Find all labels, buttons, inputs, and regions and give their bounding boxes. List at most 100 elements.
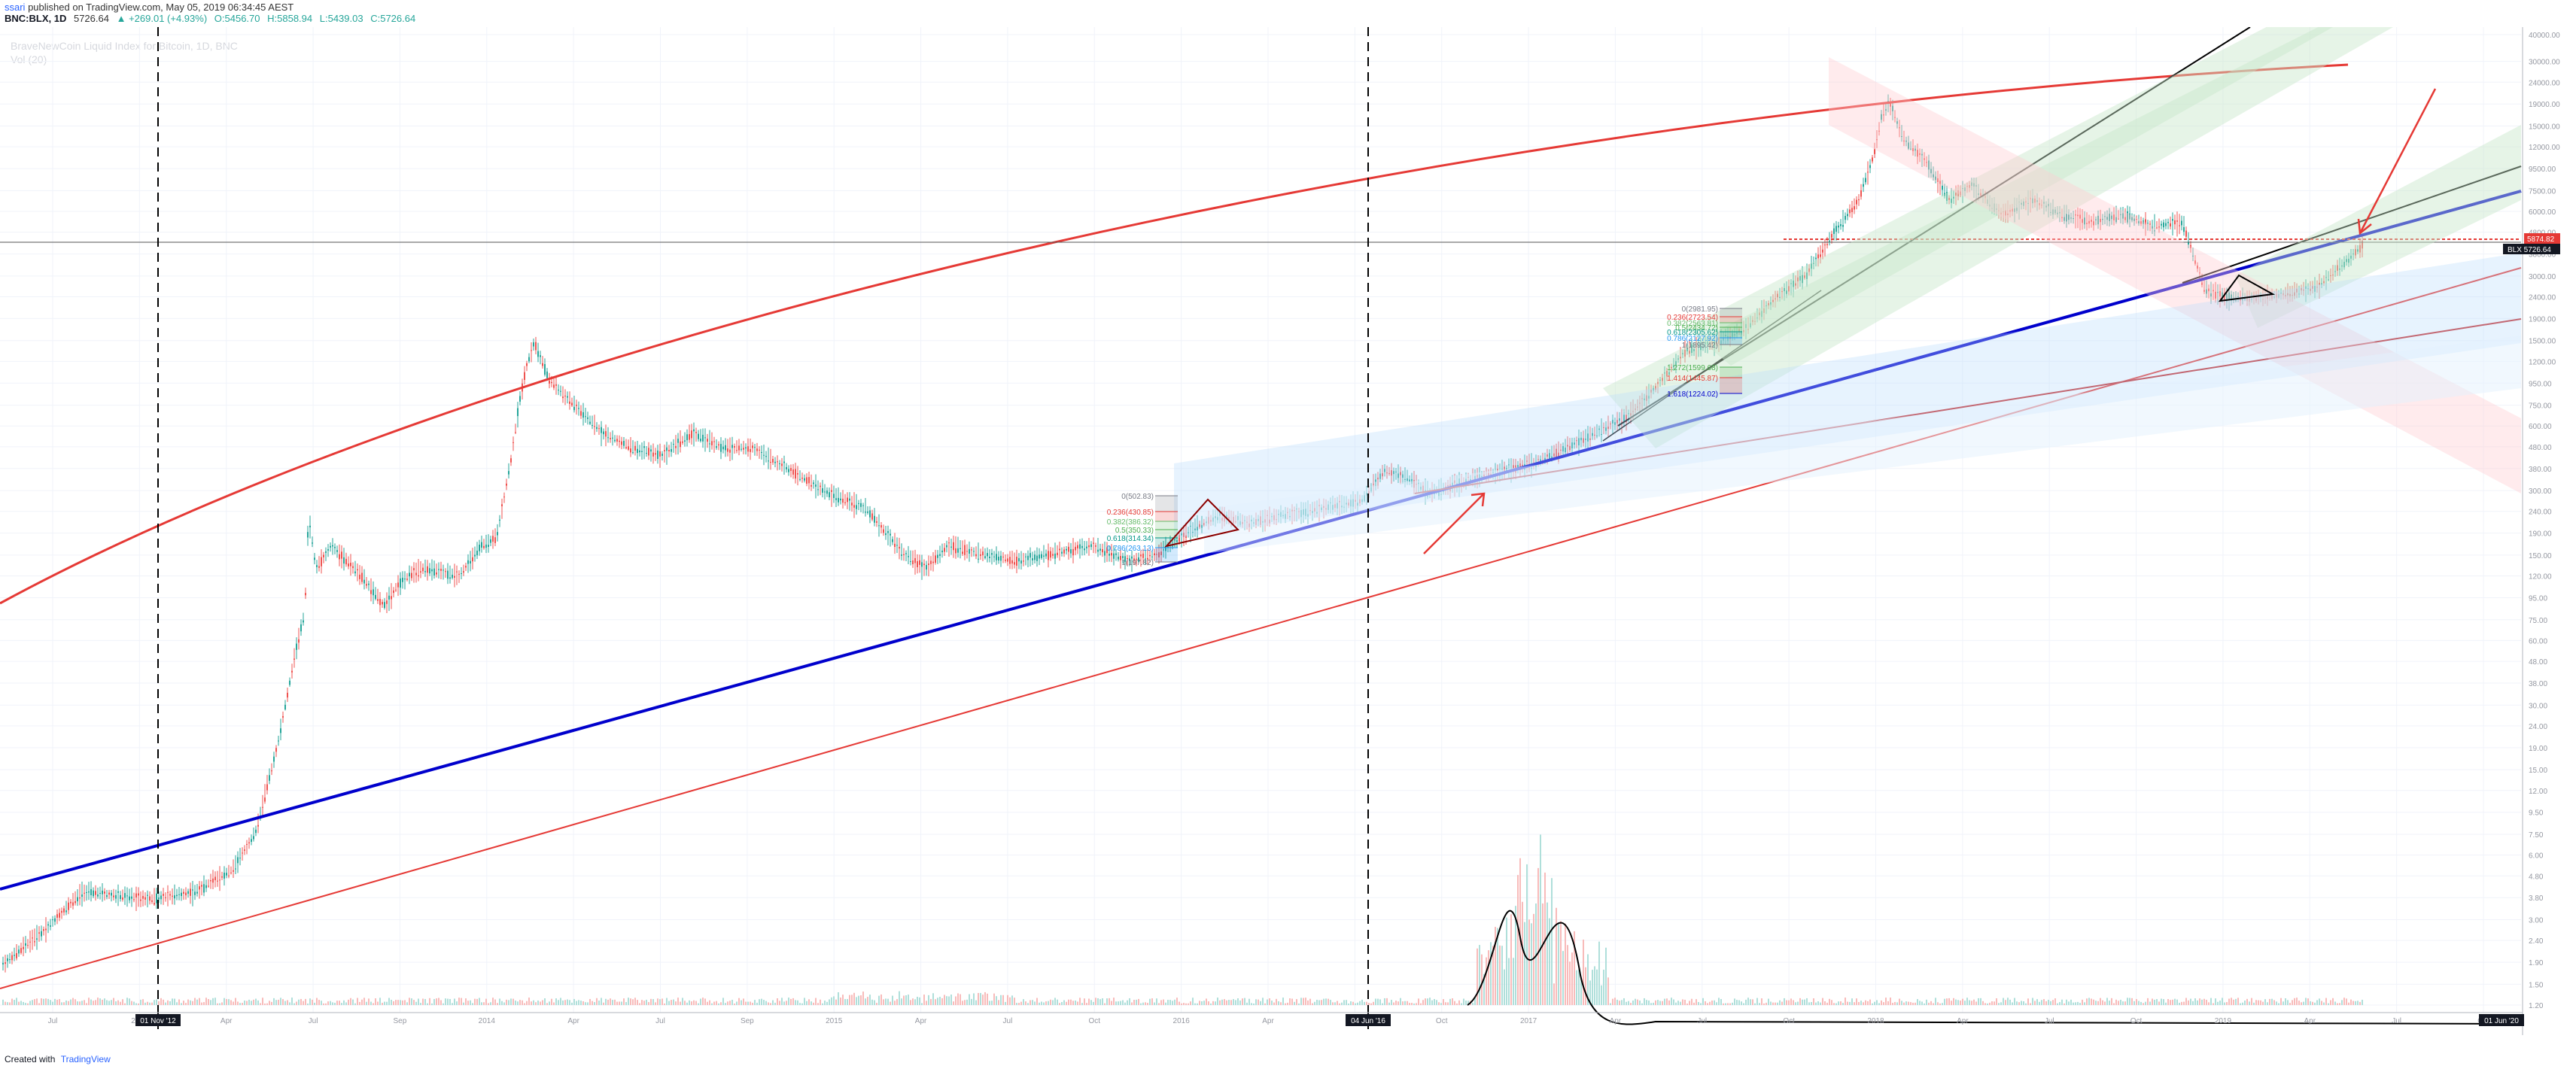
candle-body bbox=[707, 439, 708, 442]
candle-body bbox=[323, 554, 324, 557]
volume-bar bbox=[860, 995, 862, 1005]
price-tick: 120.00 bbox=[2529, 573, 2552, 582]
candle-body bbox=[867, 511, 868, 513]
candle-body bbox=[1020, 560, 1022, 564]
candle-body bbox=[1397, 473, 1399, 478]
price-tick: 3.80 bbox=[2529, 894, 2544, 903]
volume-bar bbox=[838, 992, 839, 1005]
volume-bar bbox=[1804, 999, 1805, 1005]
candle-body bbox=[488, 545, 489, 547]
volume-bar bbox=[291, 998, 293, 1005]
tradingview-logo[interactable]: TradingView bbox=[60, 1054, 111, 1064]
candle-body bbox=[569, 401, 570, 404]
volume-bar bbox=[1562, 951, 1564, 1005]
candle-body bbox=[1912, 148, 1914, 151]
volume-bar bbox=[1659, 1001, 1661, 1005]
volume-bar bbox=[2201, 999, 2203, 1005]
volume-bar bbox=[1129, 998, 1130, 1005]
volume-bar bbox=[998, 1000, 999, 1005]
volume-bar bbox=[1269, 998, 1270, 1005]
volume-bar bbox=[966, 999, 968, 1005]
candle-body bbox=[1723, 338, 1724, 341]
symbol-name[interactable]: BNC:BLX, 1D bbox=[5, 13, 67, 24]
candle-body bbox=[2027, 202, 2029, 204]
volume-bar bbox=[801, 1003, 803, 1005]
volume-bar bbox=[596, 998, 598, 1005]
price-chart[interactable]: 0(502.83)0.236(430.85)0.382(386.32)0.5(3… bbox=[0, 27, 2576, 1043]
candle-body bbox=[93, 890, 94, 897]
black-trend-line bbox=[1617, 27, 2251, 427]
volume-bar bbox=[199, 998, 200, 1005]
volume-bar bbox=[1070, 999, 1072, 1005]
candle-body bbox=[1011, 560, 1013, 564]
candle-body bbox=[553, 384, 555, 388]
candle-body bbox=[2045, 205, 2047, 208]
candle-body bbox=[1835, 226, 1837, 232]
candle-body bbox=[1014, 562, 1015, 565]
volume-bar bbox=[1933, 1003, 1934, 1005]
price-tick: 9.50 bbox=[2529, 809, 2544, 818]
volume-bar bbox=[1917, 999, 1918, 1005]
author-link[interactable]: ssari bbox=[5, 2, 26, 13]
candle-body bbox=[1594, 434, 1595, 436]
volume-bar bbox=[1752, 999, 1753, 1005]
volume-bar bbox=[571, 1002, 573, 1005]
volume-bar bbox=[2167, 999, 2169, 1005]
volume-bar bbox=[996, 996, 997, 1005]
volume-bar bbox=[1569, 961, 1571, 1005]
volume-bar bbox=[1989, 1002, 1991, 1005]
candle-body bbox=[305, 593, 306, 596]
candle-body bbox=[1623, 415, 1625, 422]
price-tick: 9500.00 bbox=[2529, 166, 2556, 174]
volume-bar bbox=[445, 998, 446, 1005]
candle-body bbox=[711, 441, 713, 445]
candle-body bbox=[1826, 244, 1828, 245]
fib-2017-label: 0.618(2305.62) bbox=[1667, 329, 1718, 337]
candle-body bbox=[409, 572, 410, 577]
volume-bar bbox=[1759, 1003, 1760, 1005]
volume-bar bbox=[68, 1001, 69, 1005]
volume-bar bbox=[1122, 1000, 1124, 1005]
volume-bar bbox=[1872, 1003, 1873, 1005]
volume-bar bbox=[406, 1002, 408, 1005]
volume-bar bbox=[2052, 1000, 2054, 1005]
candle-body bbox=[738, 445, 740, 451]
candle-body bbox=[41, 931, 42, 937]
candle-body bbox=[1583, 438, 1584, 443]
candle-body bbox=[962, 551, 963, 554]
candle-body bbox=[1901, 136, 1902, 138]
volume-bar bbox=[1201, 1001, 1203, 1005]
candle-body bbox=[768, 460, 769, 462]
candle-body bbox=[858, 503, 859, 504]
volume-bar bbox=[1883, 1002, 1884, 1005]
volume-bar bbox=[1817, 1001, 1819, 1005]
volume-bar bbox=[377, 1001, 379, 1005]
volume-bar bbox=[865, 998, 866, 1005]
candle-body bbox=[2009, 210, 2011, 212]
volume-bar bbox=[1815, 1002, 1817, 1005]
candle-body bbox=[2359, 244, 2361, 253]
volume-bar bbox=[1714, 1000, 1715, 1005]
arrow-2016-head bbox=[1470, 492, 1486, 507]
candle-body bbox=[1626, 415, 1627, 423]
volume-bar bbox=[106, 1000, 108, 1005]
volume-bar bbox=[314, 1002, 315, 1005]
volume-bar bbox=[695, 1001, 697, 1005]
candle-body bbox=[2269, 295, 2270, 296]
candle-body bbox=[388, 595, 390, 600]
volume-bar bbox=[1258, 999, 1259, 1005]
volume-bar bbox=[452, 1003, 453, 1005]
price-tick: 4.80 bbox=[2529, 873, 2544, 881]
volume-bar bbox=[1411, 1003, 1413, 1005]
candle-body bbox=[1029, 553, 1031, 558]
volume-bar bbox=[271, 1001, 272, 1005]
volume-bar bbox=[2359, 1001, 2361, 1005]
volume-bar bbox=[2215, 998, 2216, 1005]
volume-bar bbox=[427, 1003, 428, 1005]
volume-bar bbox=[908, 995, 909, 1005]
volume-bar bbox=[693, 1000, 695, 1005]
volume-bar bbox=[2294, 998, 2295, 1005]
candle-body bbox=[759, 449, 760, 451]
candle-body bbox=[1951, 199, 1952, 203]
